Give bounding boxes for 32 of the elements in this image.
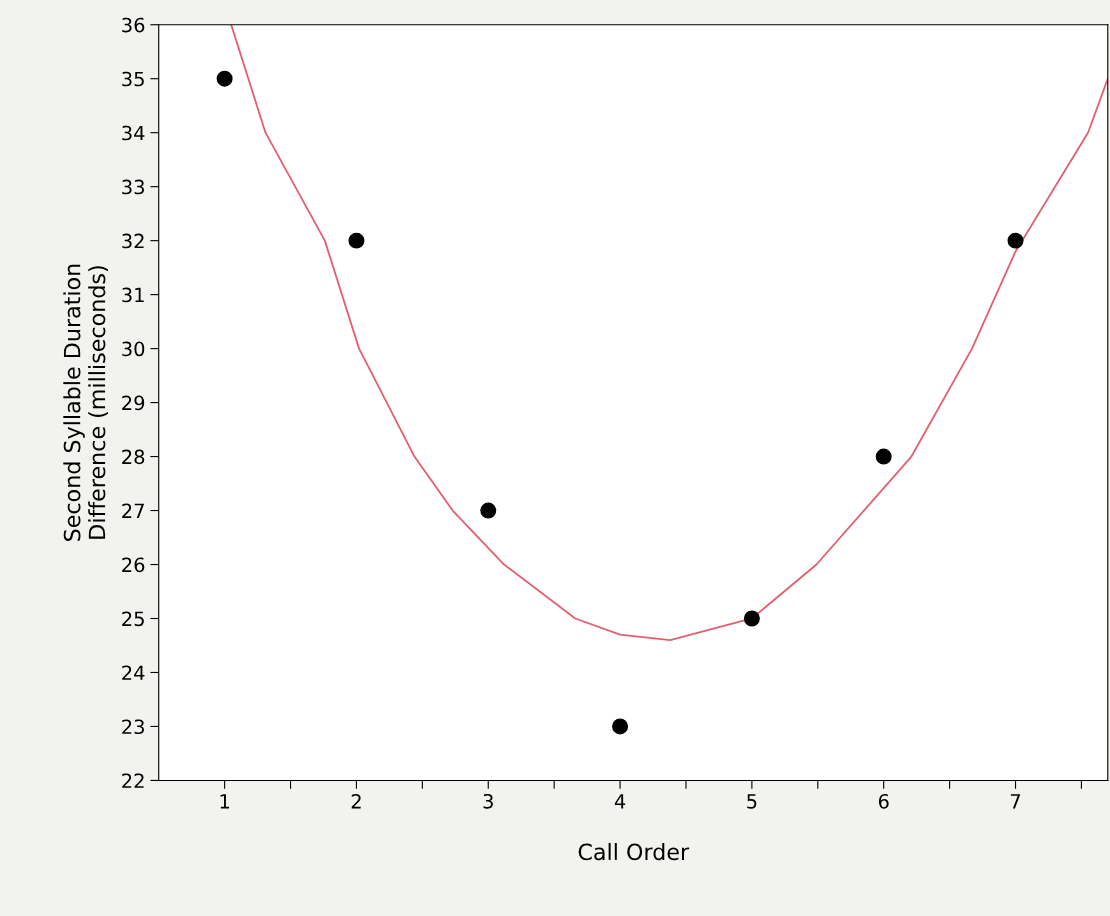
y-tick-label: 30 [122,341,145,357]
x-tick-label: 2 [351,793,361,809]
x-tick-label: 5 [747,794,757,809]
y-tick-label: 36 [122,17,145,33]
x-tick-label: 4 [614,794,626,809]
y-axis-title: Second Syllable Duration Difference (milliseconds) [63,264,108,541]
x-axis-title: Call Order [578,843,690,861]
y-tick-label: 23 [122,719,144,735]
point [875,448,892,465]
x-tick-label: 6 [878,793,889,809]
x-tick-label: 7 [1010,794,1021,809]
point [743,610,760,627]
y-tick-label: 26 [122,557,145,573]
point [1007,232,1024,249]
point [348,232,365,249]
point [216,70,233,87]
y-tick-label: 22 [122,773,144,788]
x-tick-label: 1 [220,794,230,809]
y-tick-label: 28 [122,449,145,465]
y-tick-label: 27 [122,503,144,518]
y-tick-label: 32 [122,233,144,249]
y-tick-label: 33 [122,179,144,195]
y-tick-label: 35 [122,71,144,87]
y-tick-label: 29 [122,395,145,411]
point [612,718,629,735]
x-tick-label: 3 [483,793,493,809]
y-tick-label: 25 [122,611,144,627]
y-tick-label: 31 [122,287,144,303]
y-tick-label: 34 [122,125,145,141]
line-series [230,24,1108,641]
point [480,502,497,519]
y-tick-label: 24 [122,665,145,680]
